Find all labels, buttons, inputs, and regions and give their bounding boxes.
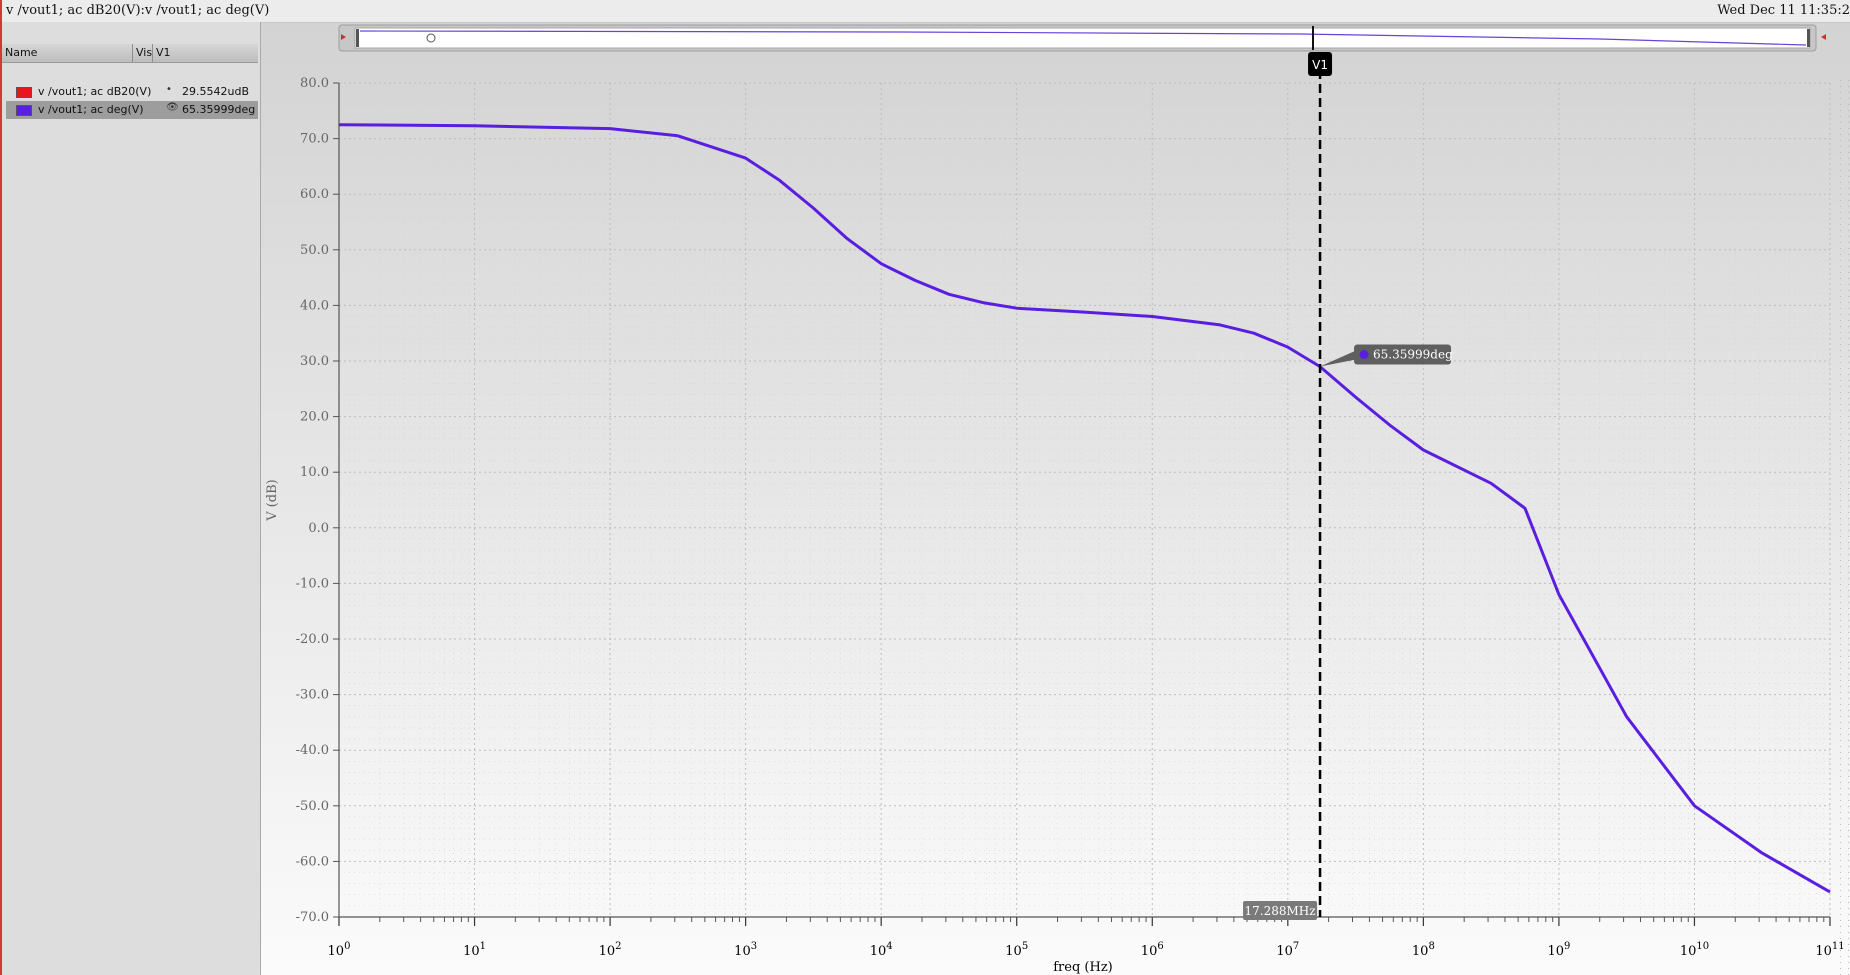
- y-tick-label: 10.0: [300, 465, 329, 480]
- legend-col-v1[interactable]: V1: [156, 46, 171, 59]
- x-tick-label: 1010: [1680, 941, 1709, 959]
- y-tick-label: 20.0: [300, 410, 329, 425]
- overview-trace: [359, 30, 1807, 46]
- x-tick-label: 101: [463, 941, 486, 959]
- y-tick-label: 50.0: [300, 243, 329, 258]
- trace-name: v /vout1; ac dB20(V): [38, 85, 152, 98]
- x-tick-label: 100: [328, 941, 351, 959]
- column-divider[interactable]: [132, 44, 133, 62]
- legend-col-name[interactable]: Name: [5, 46, 38, 59]
- plot-background: [261, 23, 1850, 975]
- y-tick-label: -20.0: [296, 632, 329, 647]
- legend-col-vis[interactable]: Vis: [136, 46, 153, 59]
- overview-thumb-icon[interactable]: [426, 33, 436, 43]
- overview-right-handle[interactable]: [1807, 29, 1810, 47]
- legend-row-deg[interactable]: v /vout1; ac deg(V) 👁 65.35999deg: [6, 101, 258, 119]
- visibility-icon[interactable]: •: [166, 84, 172, 95]
- trace-phase-deg[interactable]: [338, 123, 1831, 894]
- scroll-left-arrow-icon[interactable]: [341, 34, 346, 40]
- window-titlebar: v /vout1; ac dB20(V):v /vout1; ac deg(V)…: [0, 0, 1850, 23]
- y-tick-label: 60.0: [300, 187, 329, 202]
- cursor-x-readout-box: [1243, 901, 1318, 920]
- y-axis-ticks: 80.0 70.0 60.0 50.0 40.0 30.0 20.0 10.0 0.0 -10.0…: [296, 76, 339, 925]
- cursor-marker-dot: [1359, 350, 1369, 360]
- legend-header: Name Vis V1: [2, 44, 258, 63]
- x-tick-label: 108: [1412, 941, 1435, 959]
- scroll-right-arrow-icon[interactable]: [1821, 34, 1826, 40]
- x-tick-label: 1011: [1815, 941, 1844, 959]
- y-tick-label: 30.0: [300, 354, 329, 369]
- x-tick-label: 102: [599, 941, 622, 959]
- y-tick-label: -60.0: [296, 854, 329, 869]
- y-tick-label: -70.0: [296, 910, 329, 925]
- x-tick-label: 109: [1547, 941, 1570, 959]
- trace-cursor-value: 65.35999deg: [182, 103, 256, 116]
- cursor-x-readout: 17.288MHz: [1245, 904, 1316, 918]
- x-axis-label: freq (Hz): [1053, 960, 1113, 975]
- y-tick-label: -40.0: [296, 743, 329, 758]
- plot-grid: [338, 82, 1831, 926]
- x-tick-label: 103: [734, 941, 757, 959]
- x-tick-label: 106: [1141, 941, 1164, 959]
- y-tick-label: 80.0: [300, 76, 329, 91]
- y-tick-label: -50.0: [296, 799, 329, 814]
- trace-color-swatch: [16, 105, 32, 116]
- x-tick-label: 107: [1276, 941, 1299, 959]
- cursor-tag[interactable]: [1308, 52, 1333, 76]
- vertical-cursor[interactable]: V1 17.288MHz 65.35999deg: [1243, 52, 1453, 920]
- cursor-tag-label: V1: [1312, 58, 1328, 72]
- trace-name: v /vout1; ac deg(V): [38, 103, 144, 116]
- trace-cursor-value: 29.5542udB: [182, 85, 249, 98]
- right-ruler-strip: [1839, 80, 1850, 975]
- column-divider[interactable]: [152, 44, 153, 62]
- y-tick-label: -10.0: [296, 576, 329, 591]
- y-tick-label: 40.0: [300, 298, 329, 313]
- overview-scrollbar[interactable]: [338, 24, 1826, 52]
- visibility-eye-icon[interactable]: 👁: [166, 102, 179, 113]
- cursor-y-readout-box: [1354, 344, 1452, 365]
- window-left-edge: [0, 0, 2, 975]
- window-title: v /vout1; ac dB20(V):v /vout1; ac deg(V): [6, 3, 270, 18]
- x-tick-label: 105: [1005, 941, 1028, 959]
- y-axis-label: V (dB): [265, 479, 280, 522]
- cursor-y-readout-pointer: [1320, 350, 1357, 367]
- y-tick-label: -30.0: [296, 688, 329, 703]
- y-tick-label: 0.0: [308, 521, 329, 536]
- trace-color-swatch: [16, 87, 32, 98]
- clock: Wed Dec 11 11:35:2: [1717, 3, 1850, 18]
- x-axis-ticks: 100 101 102 103 104 105 106 107 108 109 1010 1011: [328, 941, 1845, 959]
- overview-left-handle[interactable]: [356, 29, 359, 47]
- legend-panel: [2, 22, 261, 975]
- legend-row-db20[interactable]: v /vout1; ac dB20(V) • 29.5542udB: [6, 83, 258, 101]
- x-tick-label: 104: [870, 941, 893, 959]
- cursor-y-readout: 65.35999deg: [1373, 348, 1453, 362]
- y-tick-label: 70.0: [300, 132, 329, 147]
